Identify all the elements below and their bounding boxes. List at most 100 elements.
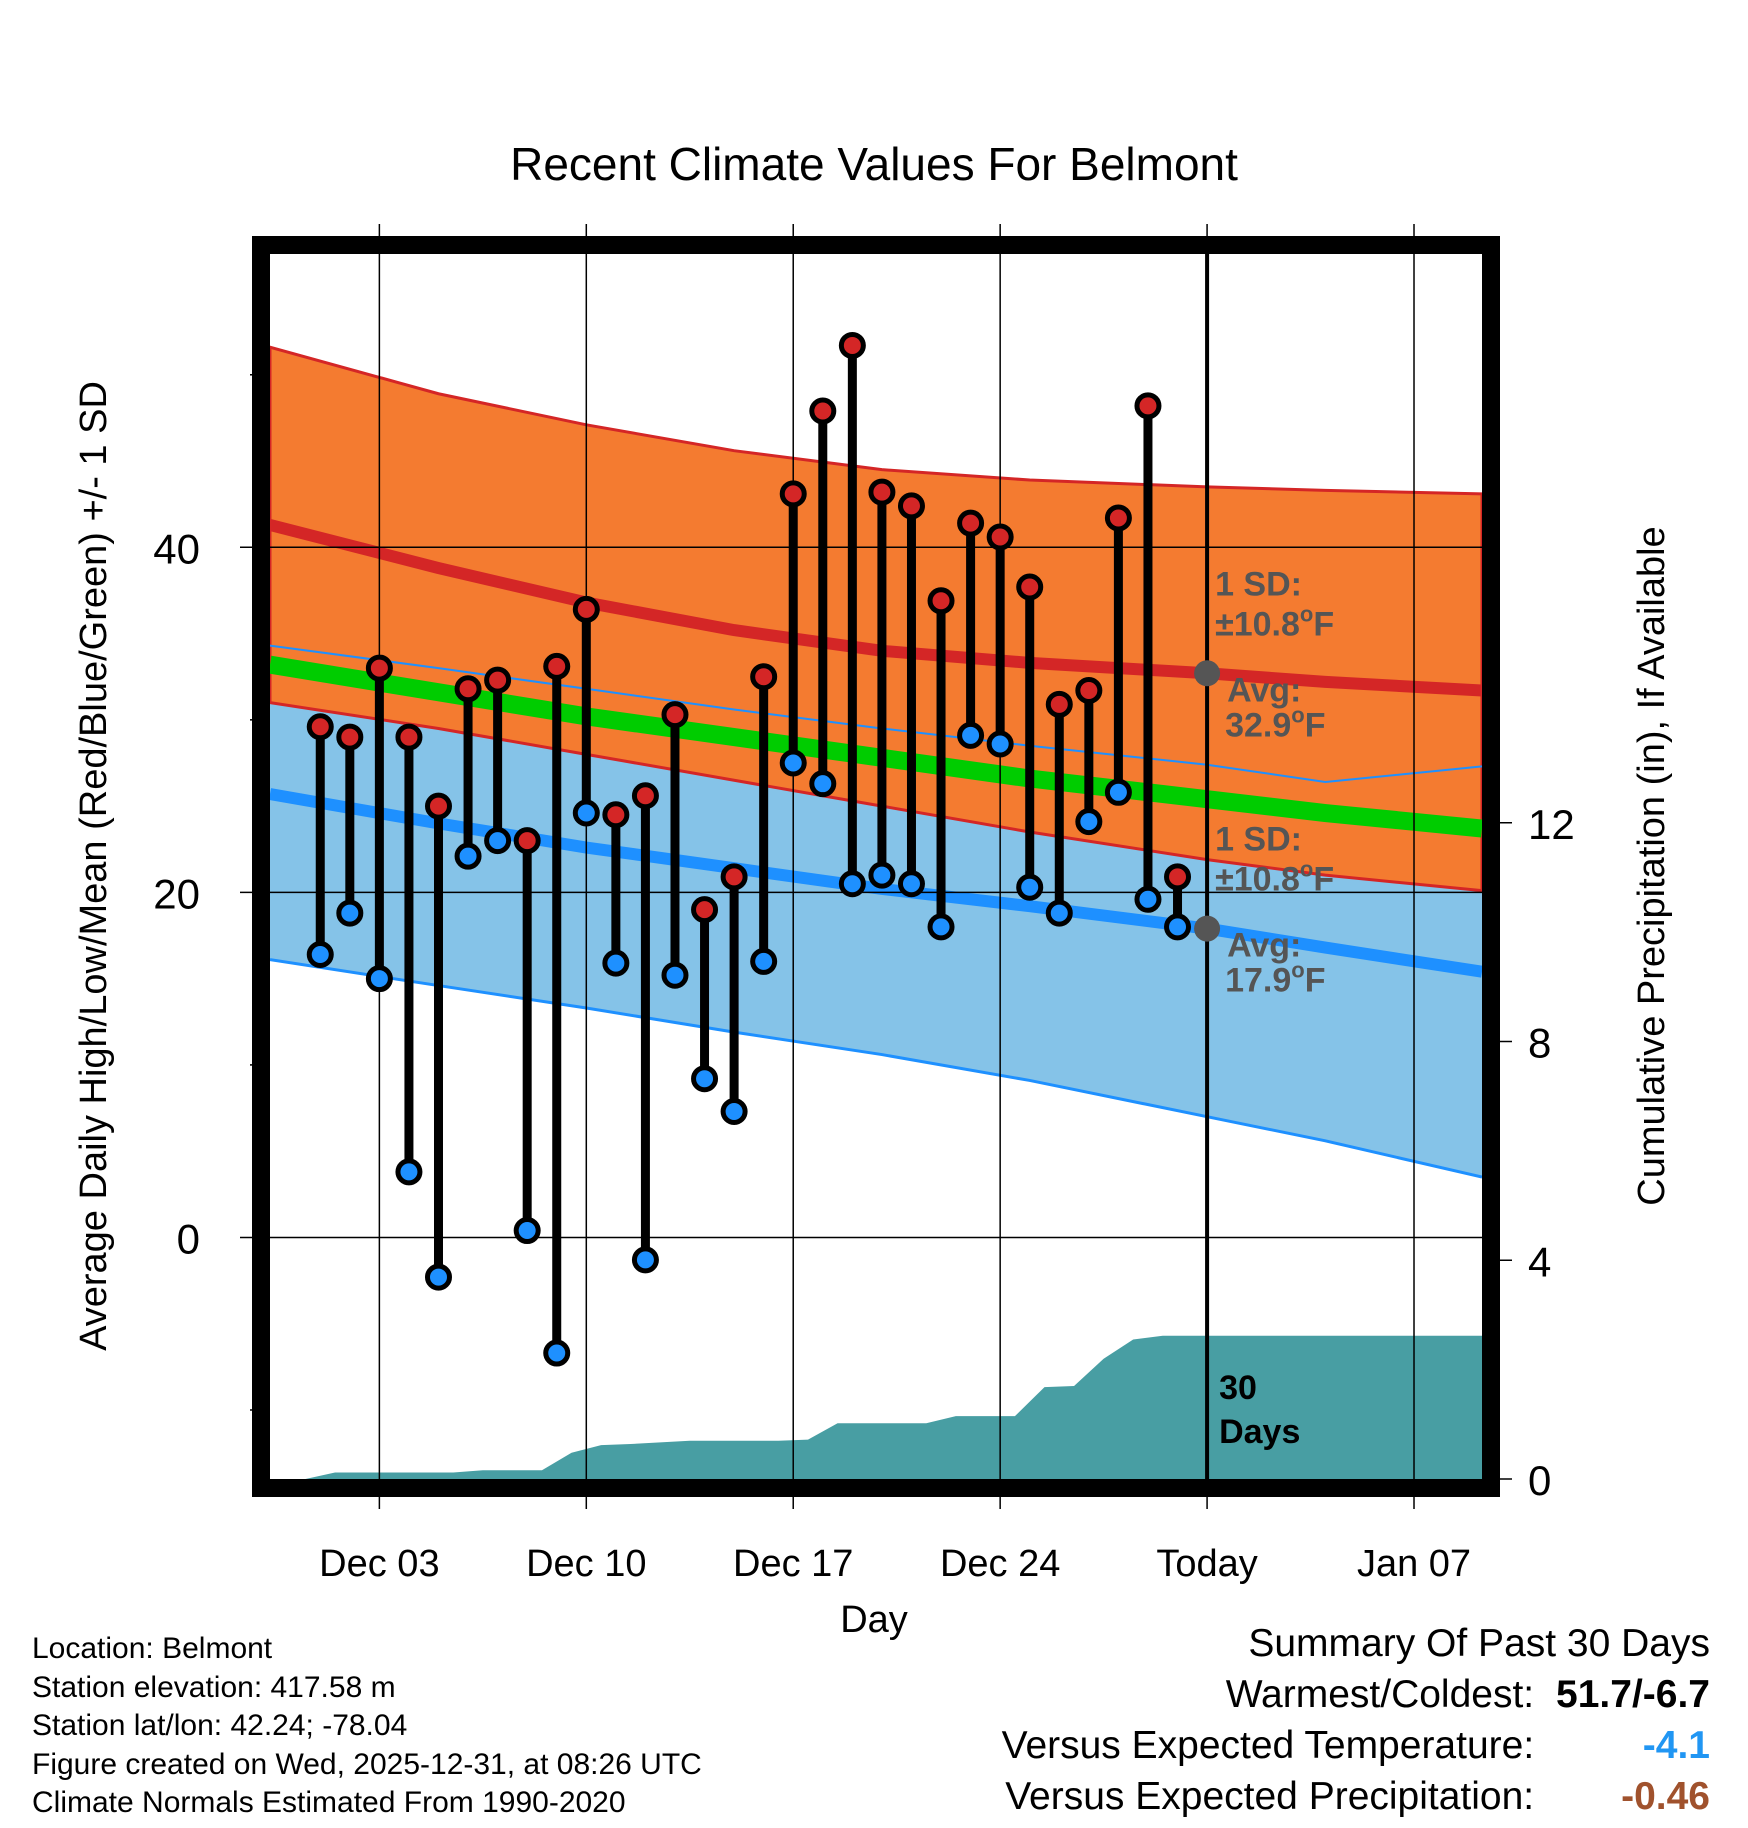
- daily-low-point: [306, 940, 334, 968]
- daily-low-point: [897, 870, 925, 898]
- temp-anomaly-label: Versus Expected Temperature:: [1001, 1724, 1535, 1767]
- daily-low-point: [750, 947, 778, 975]
- daily-high-point: [602, 801, 630, 829]
- daily-low-point: [365, 965, 393, 993]
- daily-high-point: [720, 863, 748, 891]
- daily-high-point: [424, 792, 452, 820]
- high-avg-value: 32.9oF: [1225, 702, 1325, 744]
- high-sd-band: [270, 347, 1482, 891]
- days-count-label: 30: [1219, 1369, 1257, 1407]
- y-right-tick-label: 8: [1528, 1020, 1551, 1067]
- low-sd-value: ±10.8oF: [1215, 857, 1334, 899]
- daily-high-point: [306, 713, 334, 741]
- plot-area: [270, 345, 1482, 1479]
- daily-high-point: [897, 492, 925, 520]
- daily-high-point: [631, 782, 659, 810]
- daily-high-point: [1045, 690, 1073, 718]
- daily-low-point: [927, 913, 955, 941]
- summary-panel: Summary Of Past 30 Days Warmest/Coldest:…: [1002, 1618, 1710, 1822]
- low-sd-lower-edge: [270, 958, 1482, 1179]
- daily-observations: [306, 254, 1210, 1479]
- daily-low-point: [1104, 778, 1132, 806]
- daily-high-point: [572, 595, 600, 623]
- x-tick-label: Dec 24: [940, 1543, 1060, 1585]
- daily-high-point: [1104, 504, 1132, 532]
- y-right-tick-label: 12: [1528, 801, 1575, 848]
- daily-high-point: [986, 523, 1014, 551]
- y-left-tick-label: 20: [153, 870, 200, 917]
- location-text: Location: Belmont: [32, 1632, 273, 1665]
- warmest-coldest-label: Warmest/Coldest:: [1225, 1673, 1535, 1716]
- y-axis-label-left: Average Daily High/Low/Mean (Red/Blue/Gr…: [73, 381, 115, 1351]
- daily-low-point: [454, 842, 482, 870]
- daily-high-point: [365, 654, 393, 682]
- daily-low-point: [543, 1339, 571, 1367]
- temp-anomaly-row: Versus Expected Temperature: -4.1: [1002, 1720, 1710, 1771]
- daily-high-point: [336, 723, 364, 751]
- plot-frame: [252, 236, 1500, 1497]
- daily-low-point: [336, 899, 364, 927]
- daily-high-point: [543, 652, 571, 680]
- daily-low-point: [661, 961, 689, 989]
- daily-low-point: [720, 1098, 748, 1125]
- y-right-tick-label: 4: [1528, 1238, 1551, 1285]
- y-left-tick-label: 0: [177, 1215, 200, 1262]
- daily-high-point: [395, 723, 423, 751]
- daily-high-point: [868, 478, 896, 506]
- daily-high-point: [1134, 392, 1162, 420]
- x-tick-label: Dec 17: [733, 1543, 853, 1585]
- low-avg-label: Avg:: [1227, 927, 1301, 965]
- daily-high-point: [691, 896, 719, 924]
- daily-high-point: [809, 397, 837, 425]
- daily-low-point: [691, 1065, 719, 1093]
- x-tick-label: Dec 10: [526, 1543, 646, 1585]
- daily-high-point: [1164, 863, 1192, 891]
- daily-low-point: [1045, 899, 1073, 927]
- daily-high-point: [927, 587, 955, 615]
- station-metadata: Location: Belmont Station elevation: 417…: [32, 1630, 702, 1823]
- precip-anomaly-label: Versus Expected Precipitation:: [1005, 1775, 1535, 1818]
- daily-low-point: [631, 1246, 659, 1274]
- normals-text: Climate Normals Estimated From 1990-2020: [32, 1786, 626, 1819]
- daily-low-point: [1164, 913, 1192, 941]
- daily-low-point: [395, 1158, 423, 1186]
- daily-high-point: [1016, 573, 1044, 601]
- daily-high-point: [779, 480, 807, 508]
- y-right-tick-label: 0: [1528, 1457, 1551, 1504]
- high-avg-label: Avg:: [1227, 671, 1301, 709]
- days-word-label: Days: [1219, 1413, 1300, 1451]
- temp-anomaly-value: -4.1: [1642, 1724, 1710, 1767]
- daily-low-point: [424, 1263, 452, 1291]
- daily-low-point: [1075, 808, 1103, 836]
- y-left-tick-label: 40: [153, 525, 200, 572]
- precip-anomaly-row: Versus Expected Precipitation: -0.46: [1002, 1771, 1710, 1822]
- high-sd-label: 1 SD:: [1215, 565, 1302, 603]
- daily-low-point: [513, 1217, 541, 1245]
- daily-high-point: [661, 701, 689, 729]
- daily-low-point: [1134, 885, 1162, 913]
- daily-low-point: [572, 799, 600, 827]
- warmest-coldest-value: 51.7/-6.7: [1556, 1673, 1710, 1716]
- daily-low-point: [602, 949, 630, 977]
- x-tick-label: Today: [1156, 1543, 1257, 1585]
- daily-low-point: [868, 861, 896, 889]
- daily-low-point: [1016, 873, 1044, 901]
- daily-high-point: [484, 666, 512, 694]
- high-sd-value: ±10.8oF: [1215, 601, 1334, 643]
- low-average-marker: [1194, 915, 1221, 942]
- daily-low-point: [809, 770, 837, 798]
- high-average-marker: [1194, 660, 1221, 687]
- daily-low-point: [838, 870, 866, 898]
- created-text: Figure created on Wed, 2025-12-31, at 08…: [32, 1747, 702, 1781]
- y-axis-label-right: Cumulative Precipitation (in), If Availa…: [1631, 526, 1673, 1205]
- daily-low-point: [484, 827, 512, 855]
- x-axis-label: Day: [840, 1599, 908, 1641]
- axes: 0 20 40 0 4 8 12 Dec 03 Dec 10 Dec 17 Dec 24 Today J…: [153, 374, 1575, 1585]
- low-avg-value: 17.9oF: [1225, 958, 1325, 1000]
- chart-title: Recent Climate Values For Belmont: [510, 138, 1238, 190]
- daily-high-point: [1075, 677, 1103, 705]
- cumulative-precipitation-area: [270, 1335, 1482, 1479]
- precip-anomaly-value: -0.46: [1621, 1775, 1710, 1818]
